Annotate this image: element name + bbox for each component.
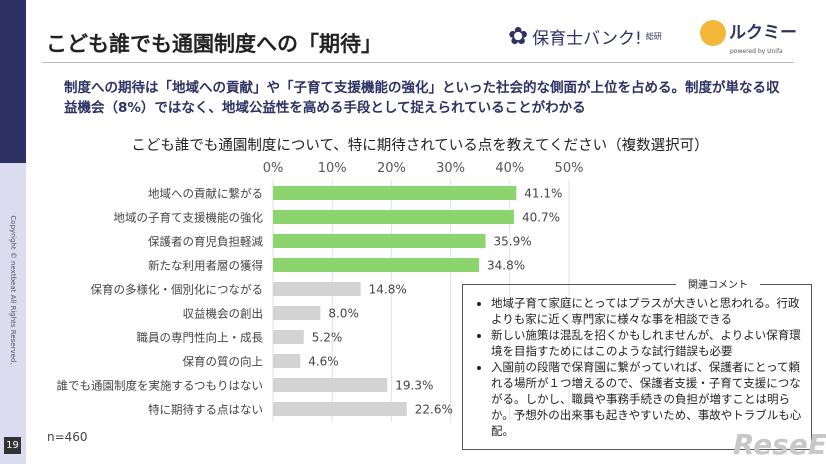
category-label: 保護者の育児負担軽減 [148, 235, 263, 249]
sample-size: n=460 [47, 430, 88, 444]
sidebar-band-light [0, 163, 26, 464]
bar [273, 306, 321, 320]
comment-box-label: 関連コメント [676, 276, 760, 291]
lukumi-logo: ルクミー powered by Unifa [700, 18, 797, 55]
slide-title: こども誰でも通園制度への「期待」 [46, 32, 382, 56]
logo-sub: powered by Unifa [730, 48, 783, 55]
x-tick-label: 30% [436, 161, 465, 176]
logo-text: ルクミー [729, 23, 797, 43]
category-label: 地域の子育て支援機能の強化 [114, 211, 264, 225]
logo-sub: 総研 [645, 31, 662, 41]
lukumi-mark-icon [700, 20, 726, 46]
x-tick-label: 0% [263, 161, 284, 176]
data-label: 14.8% [369, 283, 407, 297]
chart-title: こども誰でも通園制度について、特に期待されている点を教えてください（複数選択可） [131, 138, 709, 154]
data-label: 22.6% [415, 403, 453, 417]
bar [273, 258, 480, 272]
title-divider [42, 62, 794, 63]
data-label: 4.6% [308, 355, 339, 369]
category-label: 保育の多様化・個別化につながる [91, 283, 264, 297]
x-tick-label: 10% [318, 161, 347, 176]
comment-box: 地域子育て家庭にとってはプラスが大きいと思われる。行政よりも家に近く専門家に様々… [462, 284, 812, 450]
bar [273, 186, 517, 200]
x-tick-label: 50% [555, 161, 584, 176]
logo-text: 保育士バンク! [532, 28, 642, 49]
bar [273, 354, 301, 368]
bar [273, 210, 514, 224]
watermark-logo: ReseEd [733, 428, 826, 461]
comment-item: 地域子育て家庭にとってはプラスが大きいと思われる。行政よりも家に近く専門家に様々… [491, 295, 803, 327]
bar [273, 330, 304, 344]
category-label: 職員の専門性向上・成長 [137, 331, 264, 345]
data-label: 19.3% [395, 379, 433, 393]
hoikushi-bank-logo: ✿ 保育士バンク! 総研 [508, 22, 662, 50]
x-tick-label: 40% [495, 161, 524, 176]
comment-item: 入園前の段階で保育園に繋がっていれば、保護者にとって頼れる場所が１つ増えるので、… [491, 359, 803, 439]
lead-text: 制度への期待は「地域への貢献」や「子育て支援機能の強化」といった社会的な側面が上… [64, 80, 780, 116]
data-label: 34.8% [487, 259, 525, 273]
sidebar-band [0, 0, 26, 163]
data-label: 40.7% [522, 211, 560, 225]
category-label: 誰でも通園制度を実施するつもりはない [56, 379, 263, 393]
bar [273, 402, 407, 416]
data-label: 41.1% [524, 187, 562, 201]
page-number: 19 [4, 437, 21, 454]
bar [273, 282, 361, 296]
flower-icon: ✿ [508, 22, 529, 50]
category-label: 特に期待する点はない [148, 403, 263, 417]
comment-item: 新しい施策は混乱を招くかもしれませんが、よりよい保育環境を目指すためにはこのよう… [491, 327, 803, 359]
bar [273, 234, 486, 248]
bar [273, 378, 388, 392]
x-tick-label: 20% [377, 161, 406, 176]
category-label: 新たな利用者層の獲得 [148, 259, 263, 273]
data-label: 8.0% [328, 307, 359, 321]
category-label: 収益機会の創出 [183, 307, 264, 321]
data-label: 5.2% [312, 331, 343, 345]
data-label: 35.9% [494, 235, 532, 249]
category-label: 地域への貢献に繋がる [148, 187, 263, 201]
category-label: 保育の質の向上 [183, 355, 264, 369]
